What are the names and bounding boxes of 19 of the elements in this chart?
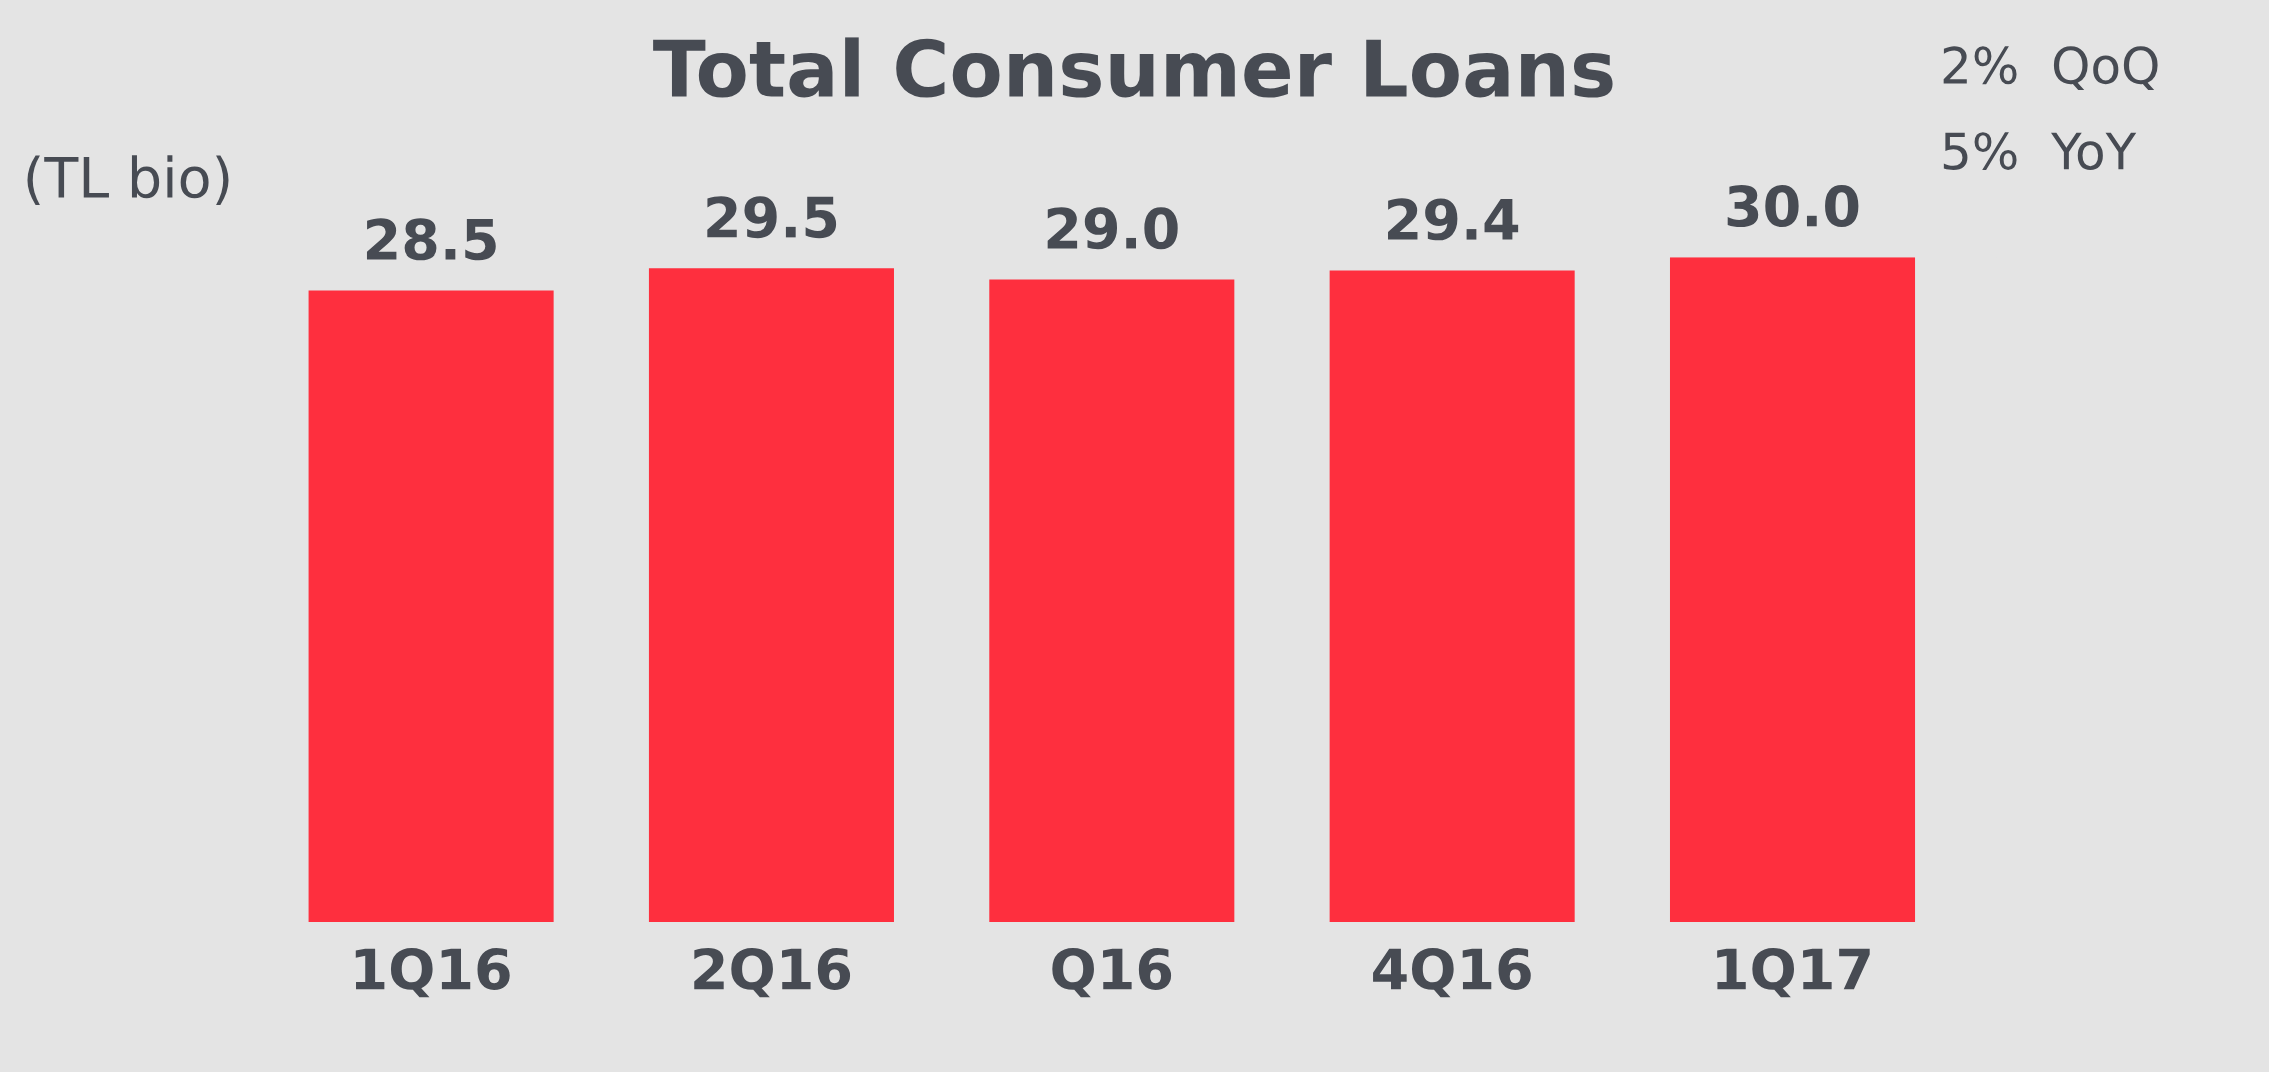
x-tick-label: 1Q17 — [1717, 947, 1870, 998]
bar — [308, 290, 554, 922]
bar — [648, 268, 894, 922]
data-label: 29.0 — [1047, 207, 1178, 250]
x-tick-label: 4Q16 — [1373, 947, 1531, 998]
bar — [1669, 257, 1916, 922]
data-label: 30.0 — [1727, 185, 1859, 228]
bar — [989, 279, 1235, 922]
data-label: 28.5 — [366, 218, 496, 261]
chart-title: Total Consumer Loans — [653, 37, 1613, 98]
y-axis-title: (TL bio) — [27, 155, 229, 205]
bar — [1329, 270, 1575, 922]
x-tick-label: 1Q16 — [355, 947, 510, 998]
text: 5% YoY — [1943, 132, 2137, 170]
data-label: 29.4 — [1388, 198, 1519, 241]
data-label: 29.5 — [707, 196, 837, 239]
text: 2% QoQ — [1943, 46, 2158, 90]
x-tick-label: Q16 — [1052, 947, 1172, 998]
x-tick-label: 2Q16 — [694, 947, 851, 998]
